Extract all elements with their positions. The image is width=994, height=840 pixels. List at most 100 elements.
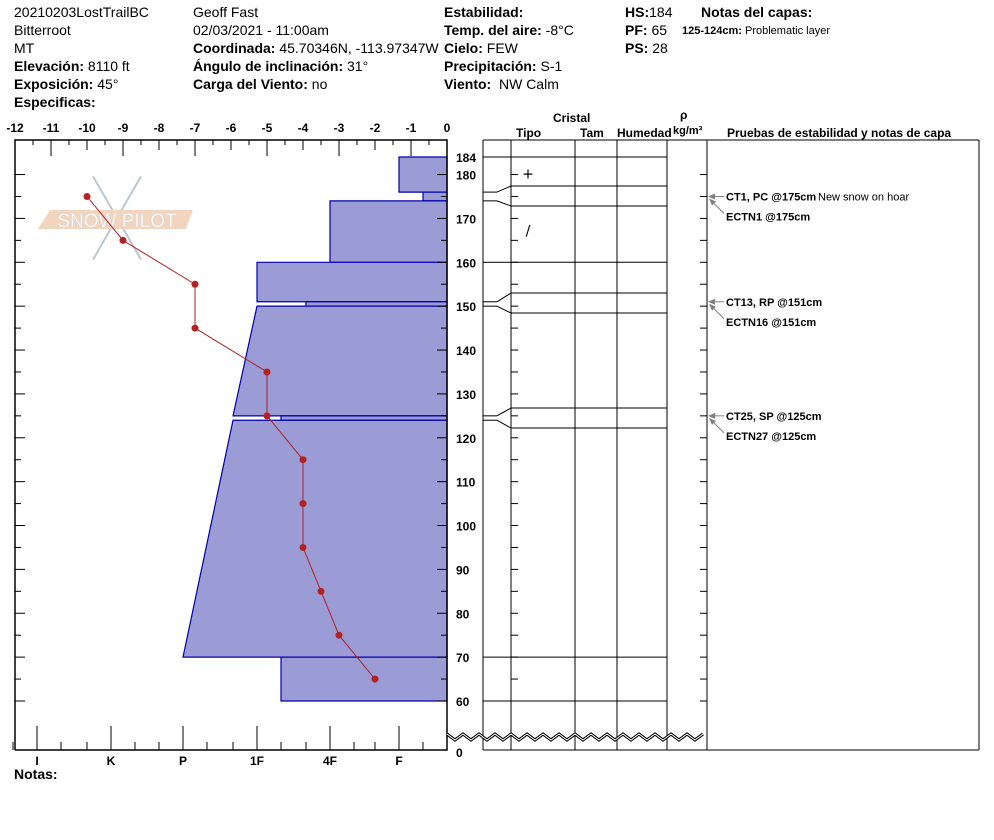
temperature-point (317, 587, 325, 595)
hardness-layer (280, 415, 448, 421)
temperature-point (299, 543, 307, 551)
state: MT (14, 40, 35, 56)
hardness-tick-label: 4F (323, 754, 337, 768)
crystal-symbol: + (522, 167, 534, 183)
wind-loading: Carga del Viento: no (193, 76, 328, 92)
observer: Geoff Fast (193, 4, 259, 20)
temp-tick-label: -12 (6, 121, 24, 135)
stability-test: ECTN1 @175cm (726, 211, 810, 223)
hardness-tick-label: F (395, 754, 402, 768)
crystal-header: Cristal (553, 111, 591, 125)
temperature-point (371, 675, 379, 683)
range-name: Bitterroot (14, 22, 71, 38)
depth-tick-label: 80 (456, 607, 470, 621)
depth-tick-label: 160 (456, 256, 476, 270)
temperature-point (119, 236, 127, 244)
temp-tick-label: -4 (298, 121, 309, 135)
temperature-point (263, 412, 271, 420)
air-temp: Temp. del aire: -8°C (444, 22, 574, 38)
slope-angle: Ángulo de inclinación: 31° (193, 58, 369, 74)
stability-test: CT25, SP @125cm (726, 411, 822, 423)
penetration-foot: PF: 65 (625, 22, 668, 38)
layer-connector (496, 419, 512, 429)
site-name: 20210203LostTrailBC (14, 4, 149, 20)
depth-tick-label: 130 (456, 388, 476, 402)
elevation: Elevación: 8110 ft (14, 58, 130, 74)
depth-tick-label: 180 (456, 169, 476, 183)
hardness-layer (182, 419, 448, 658)
size-header: Tam (580, 126, 604, 140)
notes: Notas: (14, 766, 58, 782)
depth-tick-label: 60 (456, 695, 470, 709)
arrow-head-icon (709, 303, 716, 311)
stability-test: ECTN27 @125cm (726, 431, 816, 443)
precipitation: Precipitación: S-1 (444, 58, 563, 74)
temp-tick-label: -2 (370, 121, 381, 135)
hardness-tick-label: I (35, 754, 38, 768)
hardness-layer (305, 301, 448, 307)
sky: Cielo: FEW (444, 40, 518, 56)
temperature-point (299, 456, 307, 464)
type-header: Tipo (516, 126, 542, 140)
temperature-point (335, 631, 343, 639)
arrow-head-icon (708, 193, 715, 200)
aspect: Exposición: 45° (14, 76, 119, 92)
crystal-symbol: / (526, 224, 531, 240)
hardness-layer (256, 261, 448, 303)
layer-connector (496, 292, 512, 303)
layer-connector (496, 407, 512, 417)
temp-tick-label: -7 (190, 121, 201, 135)
density-unit: kg/m³ (673, 125, 703, 137)
depth-tick-label: 100 (456, 520, 476, 534)
hardness-layer (329, 200, 448, 263)
layer-note: 125-124cm: Problematic layer (682, 25, 830, 37)
depth-tick-label: 140 (456, 344, 476, 358)
specifics: Especificas: (14, 94, 96, 110)
temp-tick-label: -9 (118, 121, 129, 135)
depth-tick-label: 70 (456, 651, 470, 665)
hardness-tick-label: K (107, 754, 116, 768)
svg-text:SNOW PILOT: SNOW PILOT (57, 211, 177, 232)
layer-connector (496, 305, 512, 314)
penetration-ski: PS: 28 (625, 40, 668, 56)
moisture-header: Humedad (617, 126, 672, 140)
rho-header: ρ (680, 108, 688, 122)
layer-connector (496, 185, 512, 193)
temp-tick-label: -11 (43, 121, 60, 135)
layer-connector (496, 200, 512, 207)
temperature-line (86, 196, 376, 680)
stability-test: CT1, PC @175cm (726, 191, 816, 203)
arrow-head-icon (709, 417, 716, 425)
hardness-layer (280, 656, 448, 702)
depth-tick-label: 90 (456, 563, 470, 577)
arrow-head-icon (709, 198, 716, 206)
wind: Viento: NW Calm (444, 76, 559, 92)
test-note: New snow on hoar (818, 191, 909, 203)
depth-tick-label: 120 (456, 432, 476, 446)
stability-test: CT13, RP @151cm (726, 297, 822, 309)
snow-height: HS:184 (625, 4, 673, 20)
temperature-point (299, 500, 307, 508)
temp-tick-label: -10 (78, 121, 96, 135)
temp-tick-label: -1 (406, 121, 417, 135)
temp-tick-label: 0 (444, 121, 451, 135)
depth-tick-label: 150 (456, 300, 476, 314)
temperature-point (191, 324, 199, 332)
temperature-point (263, 368, 271, 376)
temp-tick-label: -3 (334, 121, 345, 135)
snowpilot-logo: SNOW PILOT (38, 175, 193, 261)
axis-break (446, 733, 704, 741)
depth-tick-label: 110 (456, 476, 476, 490)
hardness-tick-label: 1F (250, 754, 264, 768)
hardness-layer (232, 305, 448, 417)
temperature-point (191, 280, 199, 288)
arrow-head-icon (708, 412, 715, 419)
stability: Estabilidad: (444, 4, 524, 20)
depth-tick-label: 184 (456, 151, 476, 165)
tests-header: Pruebas de estabilidad y notas de capa (727, 126, 952, 140)
depth-tick-label: 0 (456, 746, 463, 760)
temp-tick-label: -5 (262, 121, 273, 135)
depth-tick-label: 170 (456, 212, 476, 226)
temp-tick-label: -8 (154, 121, 165, 135)
